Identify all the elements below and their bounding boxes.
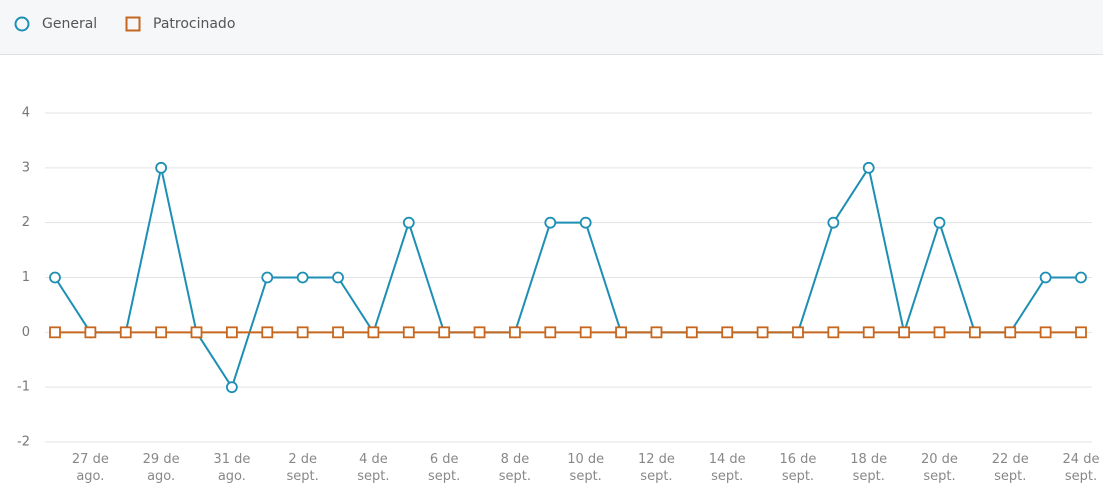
y-tick-label: -1 xyxy=(17,380,30,395)
point xyxy=(1039,326,1052,339)
point xyxy=(968,326,981,339)
point xyxy=(509,326,521,339)
point xyxy=(1075,271,1087,284)
x-tick-label: 31 de ago. xyxy=(213,452,251,484)
x-tick-label: 16 de sept. xyxy=(779,452,817,484)
x-tick-label: 4 de sept. xyxy=(357,452,390,484)
point xyxy=(756,326,769,339)
y-tick-label: 0 xyxy=(22,325,30,340)
point xyxy=(261,271,274,284)
point xyxy=(155,161,168,174)
point xyxy=(862,326,875,339)
point xyxy=(650,326,663,339)
legend-icon xyxy=(14,16,30,32)
point xyxy=(898,326,911,339)
series-line xyxy=(54,165,1081,390)
x-tick-label: 10 de sept. xyxy=(567,452,605,484)
legend: General Patrocinado xyxy=(0,0,1103,55)
point xyxy=(615,326,627,339)
y-tick-label: 1 xyxy=(22,270,30,285)
point xyxy=(933,216,946,229)
point xyxy=(84,326,97,339)
point xyxy=(792,326,804,339)
point xyxy=(49,326,61,339)
point xyxy=(155,326,168,339)
legend-item[interactable]: Patrocinado xyxy=(125,16,235,32)
point xyxy=(49,271,61,284)
point xyxy=(721,326,734,339)
legend-label: Patrocinado xyxy=(153,16,236,32)
point xyxy=(438,326,451,339)
x-tick-label: 6 de sept. xyxy=(428,452,461,484)
x-tick-label: 18 de sept. xyxy=(850,452,888,484)
point xyxy=(544,326,557,339)
point xyxy=(119,326,132,339)
x-tick-label: 27 de ago. xyxy=(71,452,109,484)
y-tick-label: 4 xyxy=(22,106,30,121)
point xyxy=(862,161,875,174)
y-tick-label: 3 xyxy=(22,160,30,175)
point xyxy=(579,326,592,339)
legend-item[interactable]: General xyxy=(14,16,97,32)
x-tick-label: 14 de sept. xyxy=(708,452,746,484)
point xyxy=(473,326,486,339)
point xyxy=(296,326,309,339)
point xyxy=(827,216,840,229)
point xyxy=(225,326,238,339)
point xyxy=(1039,271,1052,284)
point xyxy=(544,216,557,229)
legend-marker xyxy=(125,16,141,32)
point xyxy=(579,216,592,229)
x-tick-label: 8 de sept. xyxy=(498,452,532,484)
point xyxy=(1075,326,1087,339)
point xyxy=(685,326,698,339)
y-tick-label: 2 xyxy=(22,215,30,230)
x-tick-label: 20 de sept. xyxy=(921,452,958,484)
point xyxy=(827,326,840,339)
x-tick-label: 12 de sept. xyxy=(637,452,675,484)
x-tick-label: 24 de sept. xyxy=(1062,452,1100,484)
point xyxy=(1004,326,1017,339)
point xyxy=(296,271,309,284)
point xyxy=(367,326,380,339)
point xyxy=(332,326,344,339)
point xyxy=(402,216,415,229)
point xyxy=(190,326,203,339)
point xyxy=(402,326,415,339)
point xyxy=(225,381,238,394)
x-tick-label: 22 de sept. xyxy=(991,452,1029,484)
legend-marker xyxy=(14,16,30,32)
point xyxy=(261,326,274,339)
y-tick-label: -2 xyxy=(17,435,30,450)
x-tick-label: 29 de ago. xyxy=(142,452,180,484)
legend-icon xyxy=(125,16,141,32)
legend-label: General xyxy=(42,16,98,32)
x-tick-label: 2 de sept. xyxy=(286,452,319,484)
point xyxy=(332,271,344,284)
point xyxy=(933,326,946,339)
